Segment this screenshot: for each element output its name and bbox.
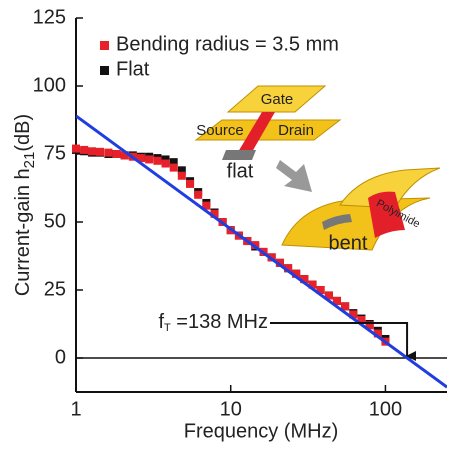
data-point <box>186 179 195 188</box>
data-point <box>169 163 178 172</box>
data-point <box>300 275 309 284</box>
data-point <box>316 286 325 294</box>
data-point <box>202 201 211 210</box>
inset-label: bent <box>329 232 368 254</box>
data-point <box>177 171 186 180</box>
y-tick-label: 100 <box>33 74 66 96</box>
data-point <box>145 155 154 164</box>
data-point <box>284 264 293 273</box>
inset-device-diagram: Gate Source Drain flat bent Polyimide <box>194 85 441 254</box>
x-tick-label: 1 <box>70 398 81 420</box>
data-point <box>357 315 366 324</box>
data-point <box>112 150 121 158</box>
x-tick-label: 10 <box>220 398 242 420</box>
data-point <box>161 155 170 164</box>
legend-marker <box>100 66 109 75</box>
data-point <box>72 144 80 153</box>
annotation-arrow <box>270 322 417 361</box>
y-tick-label: 75 <box>44 142 66 164</box>
data-point <box>88 147 97 156</box>
legend-marker <box>100 41 109 50</box>
inset-label: Drain <box>278 122 314 139</box>
data-point <box>169 158 178 167</box>
data-point <box>332 296 341 305</box>
data-point <box>324 291 333 300</box>
data-point <box>308 280 317 289</box>
y-label-sub: 21 <box>21 152 38 169</box>
legend-label: Flat <box>116 58 150 80</box>
data-point <box>96 147 105 156</box>
inset-label: flat <box>227 160 254 182</box>
y-tick-label: 0 <box>55 346 66 368</box>
data-point <box>373 329 382 338</box>
data-point <box>177 166 186 175</box>
data-point <box>161 159 170 168</box>
y-label-unit: (dB) <box>12 114 34 152</box>
data-point <box>275 258 284 267</box>
data-point <box>292 269 301 278</box>
annotation: fT =138 MHz <box>158 311 268 334</box>
annotation-rest: =138 MHz <box>171 311 268 333</box>
data-point <box>80 145 89 154</box>
y-tick-label: 50 <box>44 210 66 232</box>
inset-label: Gate <box>261 91 294 108</box>
y-tick-label: 125 <box>33 6 66 28</box>
y-axis-label: Current-gain h21(dB) <box>12 114 38 296</box>
x-axis-label: Frequency (MHz) <box>184 420 338 442</box>
fit-line <box>76 114 447 389</box>
data-point <box>210 209 219 218</box>
data-point <box>349 310 358 319</box>
data-point <box>120 151 129 160</box>
data-point <box>136 154 145 163</box>
annotation-sub: T <box>164 322 171 334</box>
data-point <box>341 302 350 311</box>
data-point <box>365 321 374 330</box>
data-point <box>194 190 203 199</box>
legend-label: Bending radius = 3.5 mm <box>116 33 339 55</box>
data-point <box>153 156 162 165</box>
annotation-f: f <box>158 311 164 333</box>
inset-label: Source <box>196 122 244 139</box>
y-label-main: Current-gain h <box>12 168 34 296</box>
y-tick-label: 25 <box>44 278 66 300</box>
data-point <box>104 148 113 157</box>
x-tick-label: 100 <box>369 398 402 420</box>
